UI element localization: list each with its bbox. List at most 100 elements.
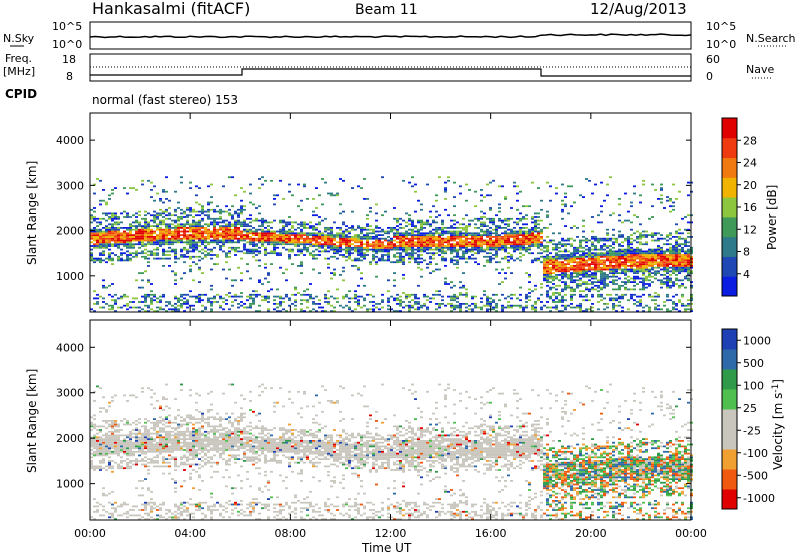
power-cell	[540, 308, 543, 311]
power-cell	[381, 301, 384, 303]
power-cell	[102, 232, 105, 235]
power-cell	[423, 250, 426, 253]
power-cell	[570, 275, 573, 278]
velocity-cell	[108, 463, 111, 466]
velocity-cell	[117, 443, 120, 446]
power-cell	[561, 243, 564, 246]
velocity-cell	[120, 450, 123, 453]
power-cell	[513, 243, 516, 246]
power-cell	[273, 219, 276, 222]
power-cell	[228, 250, 231, 253]
power-cell	[591, 272, 594, 274]
power-cell	[597, 241, 600, 244]
power-cell	[666, 243, 669, 246]
power-cell	[561, 277, 564, 280]
power-cell	[474, 236, 477, 238]
power-cell	[312, 228, 315, 231]
power-cell	[177, 236, 180, 238]
power-cell	[243, 230, 246, 233]
power-cell	[660, 279, 663, 282]
power-cell	[546, 263, 549, 265]
power-cell	[165, 176, 168, 179]
power-cell	[573, 250, 576, 253]
power-cell	[339, 227, 342, 229]
power-cell	[402, 246, 405, 249]
power-cell	[672, 254, 675, 256]
power-cell	[582, 299, 585, 302]
power-cell	[219, 245, 222, 247]
power-cell	[279, 295, 282, 298]
power-cell	[636, 252, 639, 255]
power-cell	[504, 243, 507, 246]
velocity-cell	[96, 501, 99, 504]
power-cell	[108, 227, 111, 229]
power-cell	[99, 259, 102, 262]
power-cell	[135, 219, 138, 222]
power-cell	[162, 237, 165, 240]
power-cell	[609, 252, 612, 255]
velocity-cell	[117, 425, 120, 428]
power-cell	[204, 227, 207, 229]
power-cell	[315, 237, 318, 240]
power-cell	[342, 221, 345, 224]
power-cell	[621, 254, 624, 256]
power-cell	[447, 248, 450, 251]
power-cell	[249, 230, 252, 233]
power-cell	[111, 243, 114, 246]
power-cell	[345, 234, 348, 236]
power-cell	[660, 265, 663, 267]
power-cell	[420, 275, 423, 278]
power-cell	[273, 232, 276, 235]
power-cell	[408, 237, 411, 240]
power-cell	[312, 234, 315, 236]
power-cell	[666, 236, 669, 238]
velocity-cell	[99, 445, 102, 448]
power-cell	[666, 199, 669, 202]
power-cell	[531, 304, 534, 307]
power-cell	[390, 237, 393, 240]
power-cell	[147, 236, 150, 238]
power-cell	[402, 237, 405, 240]
power-cell	[351, 237, 354, 240]
power-cell	[651, 183, 654, 186]
power-cell	[222, 227, 225, 229]
power-cell	[159, 301, 162, 303]
power-cell	[498, 243, 501, 246]
power-cell	[429, 239, 432, 242]
power-cell	[633, 284, 636, 287]
power-cell	[534, 219, 537, 222]
power-cell	[207, 214, 210, 217]
power-cell	[642, 281, 645, 283]
power-cell	[633, 293, 636, 296]
power-cell	[108, 259, 111, 262]
power-cell	[507, 239, 510, 242]
power-cell	[231, 223, 234, 226]
power-cell	[579, 274, 582, 276]
power-cell	[282, 219, 285, 222]
power-cell	[657, 252, 660, 255]
power-cell	[516, 239, 519, 242]
power-cell	[558, 266, 561, 269]
power-cell	[678, 237, 681, 240]
power-cell	[423, 248, 426, 251]
power-cell	[675, 241, 678, 244]
power-cell	[606, 275, 609, 278]
power-cell	[582, 257, 585, 260]
velocity-cell	[108, 436, 111, 439]
power-cell	[585, 308, 588, 311]
power-cell	[186, 239, 189, 242]
power-cell	[555, 265, 558, 267]
power-cell	[306, 198, 309, 200]
power-cell	[405, 232, 408, 235]
power-cell	[627, 245, 630, 247]
velocity-cell	[111, 467, 114, 470]
velocity-cell	[117, 452, 120, 455]
power-cell	[345, 304, 348, 307]
power-cell	[267, 237, 270, 240]
power-cell	[150, 303, 153, 305]
power-cell	[423, 259, 426, 262]
power-cell	[147, 293, 150, 296]
power-cell	[555, 187, 558, 189]
power-cell	[150, 219, 153, 222]
power-cell	[285, 279, 288, 282]
